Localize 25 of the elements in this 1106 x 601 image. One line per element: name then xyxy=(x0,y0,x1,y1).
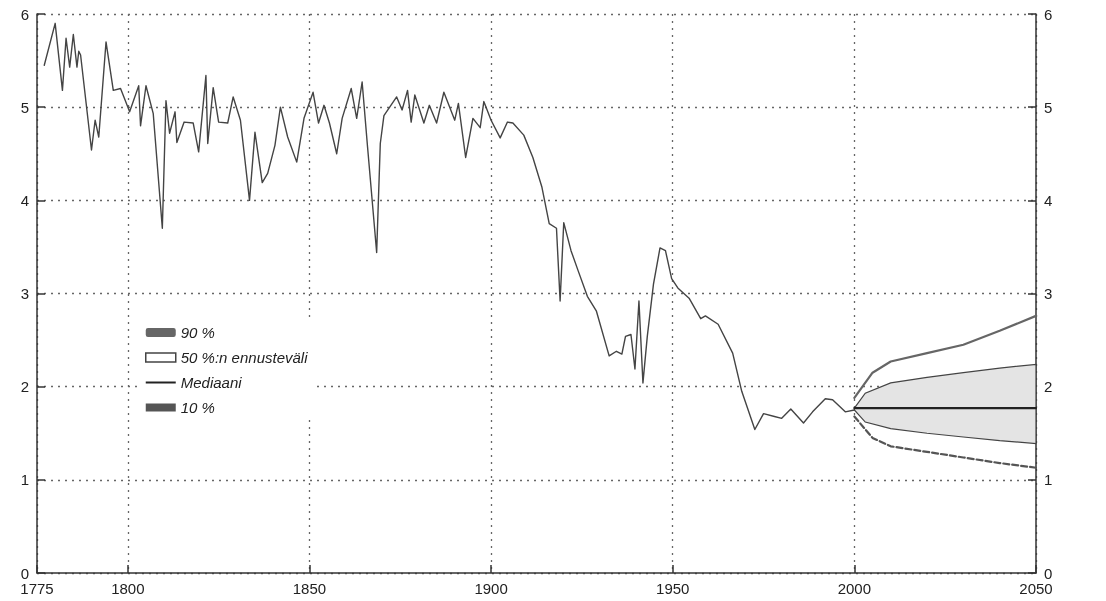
x-tick-label: 1800 xyxy=(111,580,145,597)
y-tick-label: 3 xyxy=(20,285,29,302)
y2-tick-label: 6 xyxy=(1044,5,1053,23)
x-tick-label: 1950 xyxy=(656,580,690,597)
legend-label: 10 % xyxy=(180,399,215,416)
y2-tick-label: 0 xyxy=(1044,564,1053,582)
y-tick-label: 1 xyxy=(20,471,29,489)
x-tick-label: 2050 xyxy=(1019,580,1053,597)
y-tick-label: 0 xyxy=(20,564,29,582)
y2-tick-label: 3 xyxy=(1044,285,1053,302)
y-tick-label: 5 xyxy=(20,98,29,116)
x-tick-label: 1900 xyxy=(474,580,508,597)
y2-tick-label: 4 xyxy=(1044,191,1053,209)
x-tick-label: 2000 xyxy=(837,580,872,597)
legend-label: 90 % xyxy=(180,324,215,341)
y2-tick-label: 1 xyxy=(1044,471,1053,489)
legend-label: Mediaani xyxy=(180,374,243,391)
y2-tick-label: 5 xyxy=(1044,98,1053,116)
y-tick-label: 4 xyxy=(20,191,29,209)
x-tick-label: 1775 xyxy=(20,580,54,597)
legend-label: 50 %:n ennusteväli xyxy=(180,349,309,366)
y2-tick-label: 2 xyxy=(1044,378,1053,396)
x-tick-label: 1850 xyxy=(292,580,327,597)
y-tick-label: 2 xyxy=(20,378,29,396)
y-tick-label: 6 xyxy=(20,5,29,23)
